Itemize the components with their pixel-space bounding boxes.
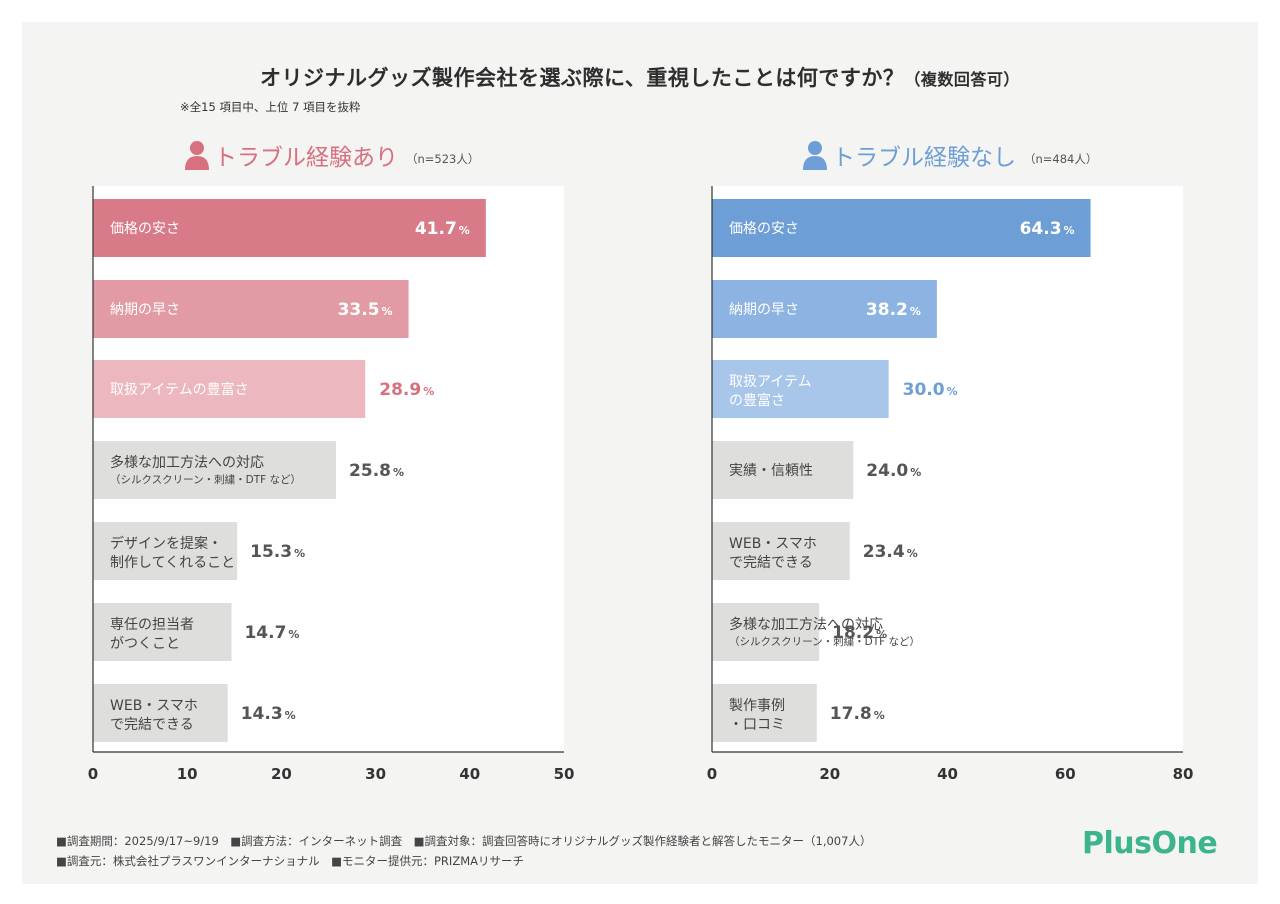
x-tick-label: 10 <box>177 765 198 783</box>
value-label: 14.3% <box>241 704 296 724</box>
logo-part-1: Plus <box>1082 826 1152 861</box>
x-tick-label: 60 <box>1055 765 1076 783</box>
bar <box>712 360 889 418</box>
panel-n-trouble-no: （n=484人） <box>1024 152 1098 166</box>
panel-title-trouble-yes: トラブル経験あり <box>214 145 398 171</box>
x-tick-label: 20 <box>819 765 840 783</box>
bar <box>93 684 228 742</box>
x-tick-label: 50 <box>554 765 575 783</box>
bar <box>93 280 409 338</box>
bar <box>93 522 238 580</box>
chart-panel-1: 価格の安さ 64.3 % 納期の早さ 38.2 % 取扱アイテムの豊富さ 30.0 % 実績・信頼… <box>707 186 1194 783</box>
value-label: 23.4% <box>863 542 918 562</box>
bar <box>93 199 486 257</box>
bar <box>93 360 366 418</box>
chart-title: オリジナルグッズ製作会社を選ぶ際に、重視したことは何ですか？（複数回答可） <box>0 62 1280 92</box>
category-label: 価格の安さ <box>110 221 180 237</box>
x-tick-label: 0 <box>88 765 98 783</box>
category-label: WEB・スマホで完結できる <box>729 536 817 571</box>
value-label: 15.3% <box>250 542 305 562</box>
value-label: 28.9% <box>379 380 434 400</box>
person-icon <box>185 141 209 170</box>
value-label: 41.7% <box>415 219 470 239</box>
category-label: 専任の担当者がつくこと <box>110 617 194 652</box>
logo-part-2: One <box>1151 826 1218 861</box>
value-label: 17.8% <box>830 704 885 724</box>
value-label: 14.7% <box>244 623 299 643</box>
footer-line-2: ■調査元：株式会社プラスワンインターナショナル ■モニター提供元：PRIZMAリ… <box>56 854 524 868</box>
bar <box>93 441 337 499</box>
category-label: 納期の早さ <box>110 302 180 318</box>
panel-header-trouble-yes: トラブル経験あり （n=523人） <box>184 138 479 172</box>
panel-header-trouble-no: トラブル経験なし （n=484人） <box>802 138 1097 172</box>
value-label: 24.0% <box>866 461 921 481</box>
panel-n-trouble-yes: （n=523人） <box>406 152 480 166</box>
bar <box>712 684 817 742</box>
bar <box>93 603 232 661</box>
title-suffix: （複数回答可） <box>904 70 1020 89</box>
value-label: 64.3% <box>1020 219 1075 239</box>
footer-line-1: ■調査期間：2025/9/17~9/19 ■調査方法：インターネット調査 ■調査… <box>56 834 872 848</box>
title-main: オリジナルグッズ製作会社を選ぶ際に、重視したことは何ですか？ <box>260 66 905 90</box>
x-tick-label: 30 <box>365 765 386 783</box>
panel-title-trouble-no: トラブル経験なし <box>832 145 1016 171</box>
x-tick-label: 20 <box>271 765 292 783</box>
value-label: 38.2% <box>866 300 921 320</box>
plusone-logo: PlusOne <box>1082 826 1218 861</box>
category-label: 多様な加工方法への対応（シルクスクリーン・刺繍・DTF など） <box>110 454 301 486</box>
bar <box>712 441 854 499</box>
category-label: 価格の安さ <box>729 221 799 237</box>
category-label: 取扱アイテムの豊富さ <box>729 374 812 409</box>
value-label: 25.8% <box>349 461 404 481</box>
value-label: 18.2% <box>832 623 887 643</box>
category-label: 多様な加工方法への対応（シルクスクリーン・刺繍・DTF など） <box>729 616 920 648</box>
x-tick-label: 0 <box>707 765 717 783</box>
person-icon <box>803 141 827 170</box>
value-label: 30.0% <box>903 380 958 400</box>
x-tick-label: 80 <box>1173 765 1194 783</box>
bar <box>712 603 820 661</box>
category-label: 納期の早さ <box>729 302 799 318</box>
bar <box>712 280 937 338</box>
x-tick-label: 40 <box>459 765 480 783</box>
x-tick-label: 40 <box>937 765 958 783</box>
category-label: WEB・スマホで完結できる <box>110 698 198 733</box>
value-label: 33.5% <box>338 300 393 320</box>
category-label: 実績・信頼性 <box>729 463 813 479</box>
subtitle-note: ※全15 項目中、上位 7 項目を抜粋 <box>180 100 361 114</box>
bar <box>712 522 850 580</box>
chart-panel-0: 価格の安さ 41.7 % 納期の早さ 33.5 % 取扱アイテムの豊富さ 28.9 % 多様な加工… <box>88 186 575 783</box>
category-label: 製作事例・口コミ <box>729 698 785 733</box>
bar <box>712 199 1091 257</box>
category-label: デザインを提案・制作してくれること <box>110 535 235 571</box>
category-label: 取扱アイテムの豊富さ <box>110 381 249 398</box>
